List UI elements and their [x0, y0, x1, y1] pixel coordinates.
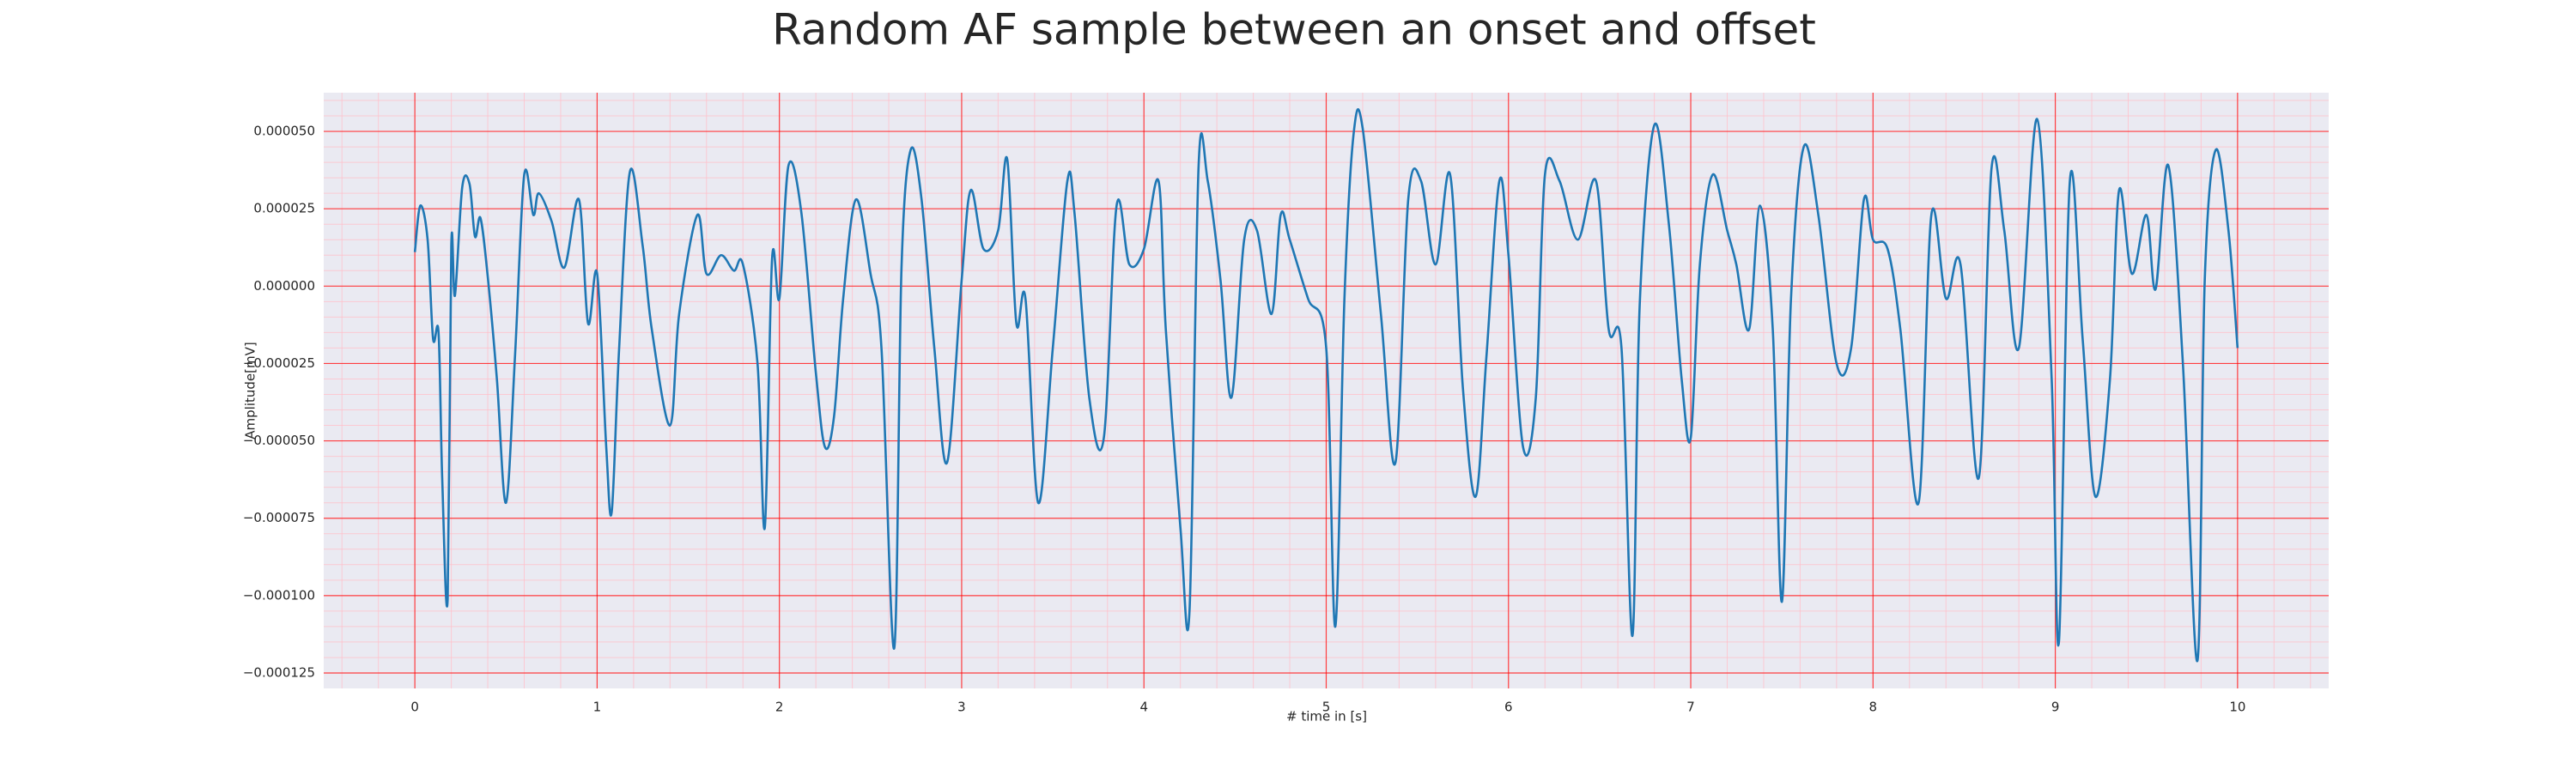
x-tick-label: 3 — [957, 700, 966, 715]
x-tick-label: 7 — [1686, 700, 1695, 715]
y-tick-label: 0.000025 — [253, 201, 315, 216]
labels: 0 1 2 3 4 5 6 7 8 9 10 0.000050 0.000025 0.000000 −0.0… — [243, 124, 2246, 715]
x-tick-label: 1 — [593, 700, 602, 715]
x-tick-label: 0 — [410, 700, 419, 715]
y-tick-label: −0.000075 — [243, 510, 315, 525]
y-tick-label: 0.000050 — [253, 124, 315, 139]
y-tick-label: −0.000125 — [243, 664, 315, 680]
x-tick-label: 10 — [2229, 700, 2245, 715]
y-tick-label: −0.000050 — [243, 433, 315, 448]
y-tick-label: −0.000100 — [243, 587, 315, 603]
chart-title: Random AF sample between an onset and of… — [772, 5, 1816, 55]
data-line — [413, 107, 2239, 663]
x-tick-label: 2 — [775, 700, 784, 715]
y-tick-label: −0.000025 — [243, 355, 315, 371]
marks — [413, 107, 2239, 663]
x-tick-label: 8 — [1869, 700, 1878, 715]
x-axis-label: # time in [s] — [1286, 709, 1367, 724]
x-tick-label: 4 — [1139, 700, 1148, 715]
y-tick-label: 0.000000 — [253, 278, 315, 294]
y-axis-label: Amplitude[mV] — [243, 342, 258, 439]
x-tick-label: 9 — [2051, 700, 2060, 715]
grid — [324, 93, 2329, 688]
x-tick-label: 5 — [1322, 700, 1331, 715]
x-tick-label: 6 — [1504, 700, 1513, 715]
